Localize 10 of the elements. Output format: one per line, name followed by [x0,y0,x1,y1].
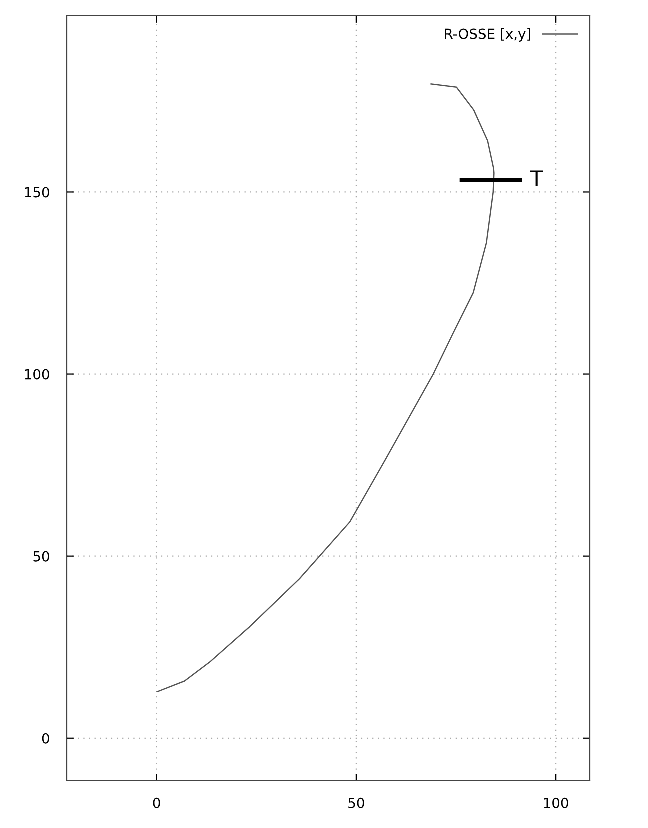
x-tick-label: 100 [544,798,568,808]
line-series [156,83,495,693]
y-tick-label: 150 [25,187,50,198]
y-tick-label: 100 [25,369,50,380]
x-tick-label: 50 [348,798,364,808]
legend-label: R-OSSE [x,y] [445,28,530,42]
y-tick-label: 0 [42,733,50,744]
x-tick-label: 0 [153,798,160,808]
annotation: T [530,170,544,186]
y-tick-label: 50 [34,551,50,562]
